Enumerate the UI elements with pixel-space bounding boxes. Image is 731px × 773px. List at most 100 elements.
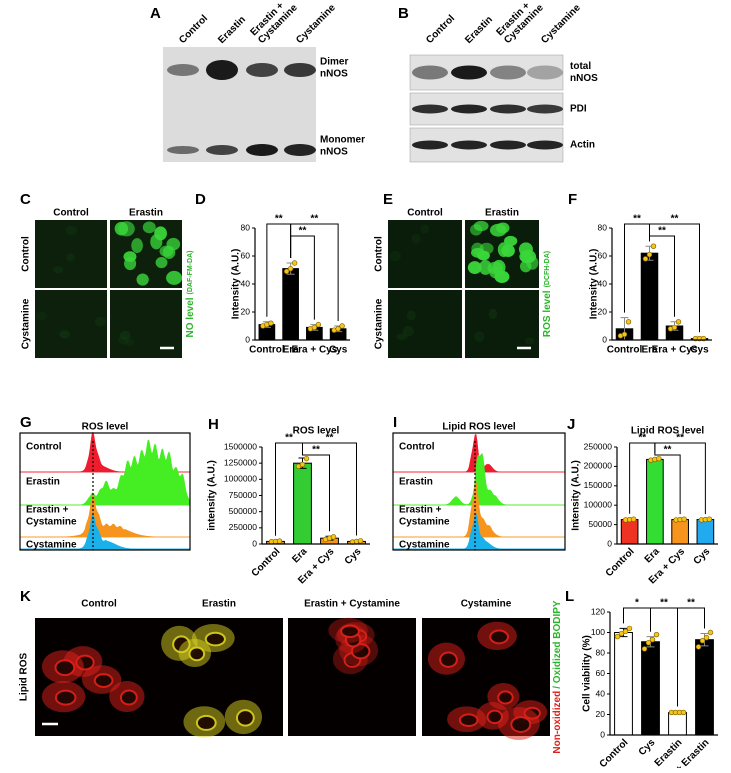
significance-label: ** — [664, 445, 672, 456]
blot-band — [167, 146, 199, 154]
significance-label: ** — [299, 226, 307, 237]
stain-label: NO level (DAF-FM-DA) — [185, 251, 196, 338]
cell — [142, 221, 156, 234]
data-point — [671, 324, 678, 331]
cell — [123, 251, 137, 262]
y-tick-label: 200000 — [584, 461, 613, 471]
panel-label: L — [565, 588, 574, 605]
bar — [668, 711, 687, 736]
blot — [163, 47, 316, 162]
micrograph — [388, 290, 462, 358]
cell — [524, 337, 535, 345]
panel-label: D — [195, 191, 206, 208]
cell — [52, 266, 64, 274]
histogram-frame — [19, 432, 191, 551]
cell — [489, 266, 502, 279]
data-point — [291, 260, 298, 266]
y-label: Intensity (A.U.) — [589, 249, 600, 320]
micrograph — [465, 220, 539, 288]
cell — [66, 253, 75, 262]
cell — [478, 259, 492, 275]
band-label: nNOS — [320, 69, 348, 80]
row-label: Erastin + — [26, 505, 69, 516]
y-tick-label: 0 — [607, 538, 612, 548]
row-label: Lipid ROS — [19, 653, 30, 702]
column-header: Control — [53, 208, 89, 219]
nucleus — [188, 646, 206, 662]
y-tick-label: 120 — [591, 606, 605, 616]
data-point — [287, 265, 294, 272]
x-tick-label: Cys — [690, 345, 709, 356]
significance-label: ** — [671, 214, 679, 225]
bar — [696, 519, 715, 545]
column-header: Erastin + Cystamine — [304, 599, 400, 610]
histogram-title: ROS level — [82, 422, 129, 433]
row-label: Cystamine — [374, 298, 385, 349]
blot-band — [284, 144, 316, 156]
y-tick-label: 100000 — [584, 499, 613, 509]
y-tick-label: 0 — [600, 729, 605, 739]
significance-label: ** — [658, 226, 666, 237]
y-tick-label: 1000000 — [224, 474, 257, 484]
nucleus — [458, 713, 479, 727]
panel-label: K — [20, 588, 31, 605]
image-bg — [388, 220, 462, 288]
cell — [389, 250, 401, 262]
band-label: PDI — [570, 104, 587, 115]
y-label-text: Cell viability (%) — [582, 635, 593, 712]
blot-band — [412, 104, 448, 114]
data-point — [681, 516, 687, 522]
data-point — [339, 323, 345, 329]
stain-nonoxidized: Non-oxidized — [552, 691, 563, 754]
nucleus — [195, 714, 217, 731]
nucleus — [497, 690, 514, 705]
data-point — [621, 331, 628, 338]
micrograph — [110, 290, 182, 358]
nucleus — [486, 709, 503, 725]
cell — [65, 225, 78, 236]
data-point — [641, 646, 648, 652]
cell — [159, 245, 174, 257]
data-point — [695, 644, 702, 650]
data-point — [650, 243, 657, 249]
micrograph — [465, 290, 539, 358]
significance-label: ** — [275, 214, 283, 225]
data-point — [283, 268, 290, 275]
cell — [474, 331, 485, 342]
blot-band — [527, 140, 563, 150]
blot-band — [206, 60, 238, 80]
data-point — [357, 538, 364, 544]
micrograph — [388, 220, 462, 288]
x-tick-label: Era — [641, 345, 658, 356]
cell — [36, 311, 47, 321]
probe: (DCFH-DA) — [544, 251, 551, 288]
significance-label: ** — [285, 433, 293, 444]
cell — [117, 336, 130, 345]
nucleus — [235, 709, 255, 727]
micrograph — [35, 618, 163, 736]
column-header: Control — [81, 599, 117, 610]
row-label: Cystamine — [399, 540, 450, 551]
y-tick-label: 250000 — [229, 522, 258, 532]
cell — [406, 310, 416, 321]
y-tick-label: 20 — [598, 306, 608, 316]
significance-label: ** — [326, 433, 334, 444]
x-tick-label: Era + Cys — [291, 345, 337, 356]
data-point — [268, 320, 274, 326]
cell — [420, 224, 430, 234]
significance-label: ** — [660, 598, 668, 609]
y-label: Cell viability (%) — [582, 635, 593, 712]
data-point — [626, 625, 633, 632]
blot-band — [284, 63, 316, 77]
cell — [154, 226, 167, 241]
blot-band — [490, 140, 526, 150]
data-point — [703, 634, 710, 641]
nucleus — [204, 631, 226, 647]
row-label-text: Control — [374, 236, 385, 272]
data-point — [330, 534, 337, 540]
data-point — [303, 455, 310, 462]
y-tick-label: 20 — [241, 306, 251, 316]
y-tick-label: 60 — [596, 668, 606, 678]
cell — [155, 257, 168, 269]
y-tick-label: 0 — [252, 538, 257, 548]
